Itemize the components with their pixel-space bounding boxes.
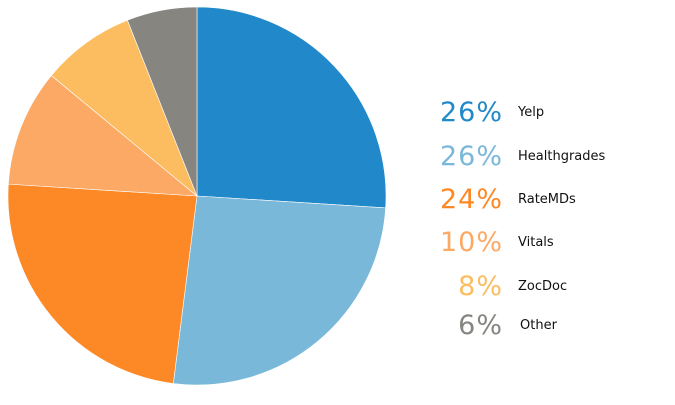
legend-percent-ratemds: 24%	[440, 184, 503, 215]
legend-percent-vitals: 10%	[440, 227, 503, 258]
pie-slice-yelp	[196, 6, 387, 209]
legend-percent-other: 6%	[458, 310, 503, 341]
legend-label-healthgrades: Healthgrades	[518, 149, 606, 164]
legend-label-ratemds: RateMDs	[518, 192, 576, 207]
legend-label-yelp: Yelp	[517, 105, 544, 120]
pie-slices	[7, 6, 387, 386]
legend-percent-healthgrades: 26%	[440, 141, 503, 172]
pie-slice-ratemds	[7, 183, 198, 384]
legend: 26% Yelp 26% Healthgrades 24% RateMDs 10% Vital…	[440, 97, 606, 341]
legend-percent-zocdoc: 8%	[458, 271, 503, 302]
pie-slice-zocdoc	[50, 19, 198, 197]
legend-label-zocdoc: ZocDoc	[518, 279, 567, 294]
legend-label-vitals: Vitals	[518, 235, 554, 250]
pie-slice-healthgrades	[172, 195, 386, 386]
legend-percent-yelp: 26%	[440, 97, 503, 128]
pie-slice-other	[127, 6, 198, 197]
legend-label-other: Other	[520, 318, 558, 333]
pie-slice-vitals	[8, 75, 198, 197]
